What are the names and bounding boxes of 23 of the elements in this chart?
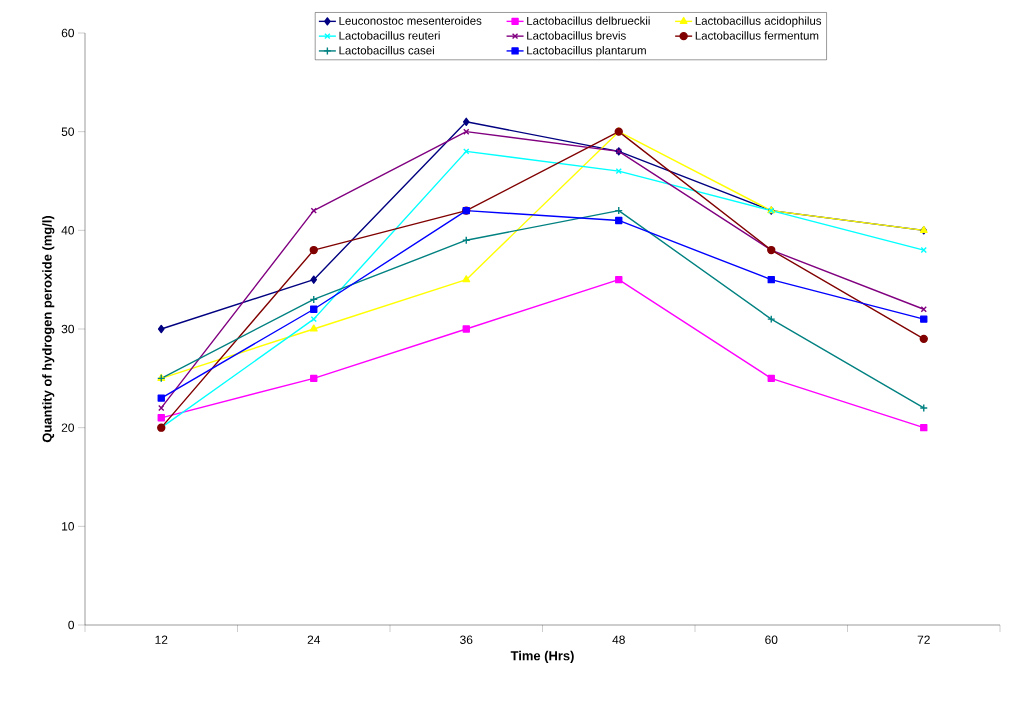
legend-label: Lactobacillus reuteri [339, 31, 440, 40]
x-tick-label: 12 [155, 635, 168, 644]
legend-label: Lactobacillus plantarum [527, 46, 646, 57]
legend-label: Lactobacillus brevis [527, 31, 626, 40]
y-tick-label: 60 [61, 28, 75, 38]
y-axis-title: Quantity of hydrogen peroxide (mg/l) [42, 215, 55, 443]
legend-label: Lactobacillus fermentum [695, 31, 819, 40]
y-tick-label: 10 [62, 522, 75, 531]
y-tick-label: 40 [61, 226, 75, 235]
x-tick-label: 48 [612, 635, 625, 644]
y-tick-label: 20 [61, 423, 75, 432]
x-tick-label: 60 [765, 635, 778, 644]
legend-label: Leuconostoc mesenteroides [339, 16, 482, 25]
x-axis-title: Time (Hrs) [510, 650, 574, 663]
y-tick-label: 30 [61, 324, 75, 334]
x-tick-label: 36 [460, 635, 473, 644]
legend-label: Lactobacillus delbrueckii [527, 16, 650, 25]
y-tick-label: 0 [68, 620, 75, 630]
y-tick-label: 50 [61, 127, 75, 136]
x-tick-label: 72 [917, 635, 930, 644]
legend-label: Lactobacillus acidophilus [695, 16, 822, 28]
legend-label: Lactobacillus casei [339, 46, 434, 55]
x-tick-label: 24 [307, 635, 321, 644]
